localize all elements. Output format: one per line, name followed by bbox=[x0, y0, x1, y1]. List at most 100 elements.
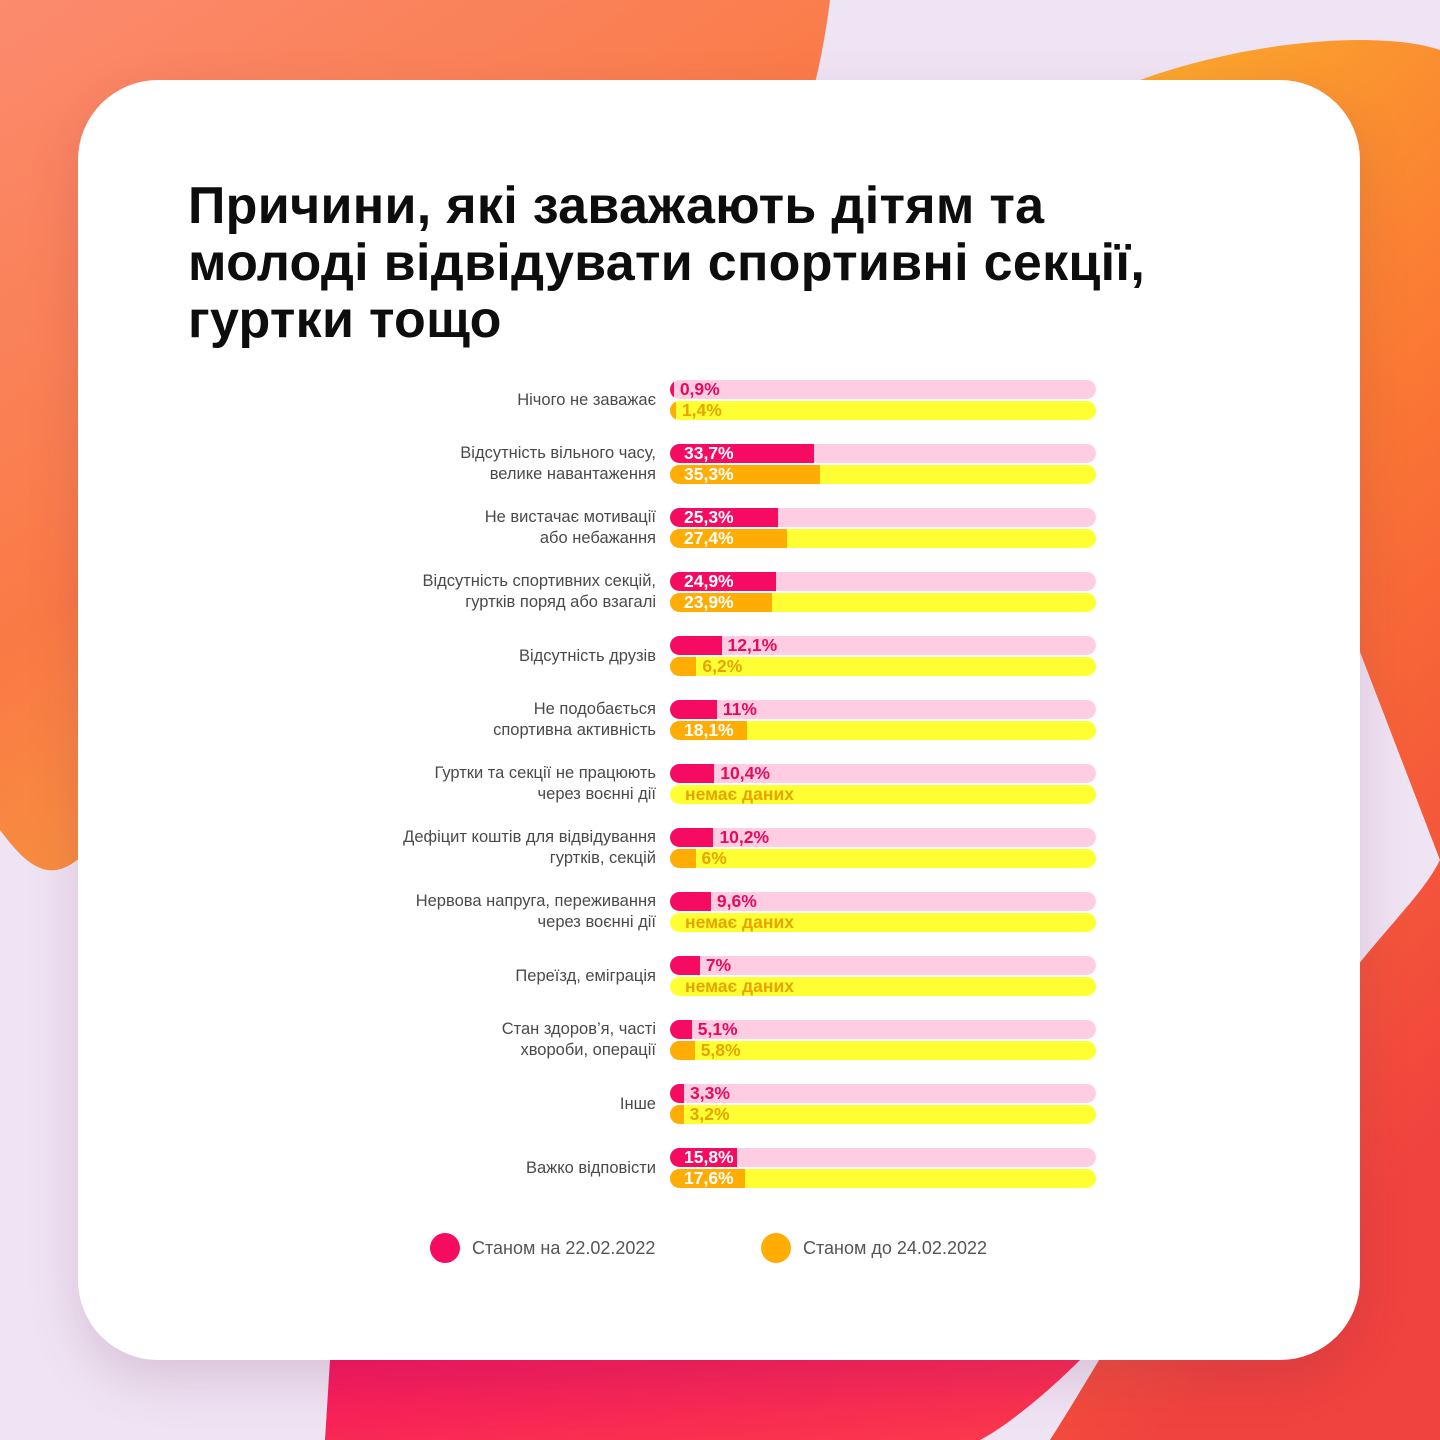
bar-series-1 bbox=[670, 444, 814, 463]
bar-track-series-1 bbox=[670, 892, 1096, 911]
chart-row: Гуртки та секції не працюють через воєнні… bbox=[0, 764, 1440, 804]
category-label: Нічого не заважає bbox=[236, 380, 656, 420]
bar-track-series-1 bbox=[670, 828, 1096, 847]
category-label-line: Нічого не заважає bbox=[517, 390, 656, 409]
bar-track-series-2 bbox=[670, 529, 1096, 548]
category-label: Інше bbox=[236, 1084, 656, 1124]
bar-track-series-1 bbox=[670, 764, 1096, 783]
bar-track-series-2 bbox=[670, 721, 1096, 740]
bar-series-2 bbox=[670, 657, 697, 676]
bar-series-1 bbox=[670, 1148, 738, 1167]
bar-track-series-2 bbox=[670, 849, 1096, 868]
data-label-series-1: 12,1% bbox=[727, 635, 778, 655]
legend-item-2: Станом до 24.02.2022 bbox=[761, 1232, 987, 1264]
data-label-series-1: 3,3% bbox=[690, 1083, 730, 1103]
bar-track-series-1 bbox=[670, 380, 1096, 399]
category-label: Не вистачає мотивації або небажання bbox=[236, 508, 656, 548]
data-label-series-2: 3,2% bbox=[689, 1104, 730, 1124]
bar-series-1 bbox=[670, 892, 711, 911]
category-label: Гуртки та секції не працюють через воєнні… bbox=[236, 764, 656, 804]
chart-title: Причини, які заважають дітям та молоді в… bbox=[188, 178, 1288, 349]
legend-item-1: Станом на 22.02.2022 bbox=[430, 1232, 655, 1264]
bar-track-series-1 bbox=[670, 636, 1096, 655]
chart-row: Відсутність друзів 12,1% 6,2% bbox=[0, 636, 1440, 676]
data-label-series-2: немає даних bbox=[685, 912, 794, 932]
data-label-series-2: 27,4% bbox=[684, 528, 734, 548]
data-label-series-2: 6% bbox=[701, 848, 727, 868]
chart-row: Переїзд, еміграція 7% немає даних bbox=[0, 956, 1440, 996]
bar-series-2 bbox=[670, 721, 748, 740]
data-label-series-2: 1,4% bbox=[681, 400, 722, 420]
chart-row: Відсутність спортивних секцій, гуртків по… bbox=[0, 572, 1440, 612]
bar-track-series-1 bbox=[670, 572, 1096, 591]
data-label-series-2: 6,2% bbox=[702, 656, 743, 676]
category-label-line: Стан здоров’я, часті bbox=[501, 1020, 656, 1038]
bar-track-series-2 bbox=[670, 977, 1096, 996]
chart-row: Дефіцит коштів для відвідування гуртків, … bbox=[0, 828, 1440, 868]
category-label-line: хвороби, операції bbox=[520, 1041, 656, 1059]
legend-label-1: Станом на 22.02.2022 bbox=[472, 1237, 656, 1258]
data-label-series-1: 0,9% bbox=[679, 379, 720, 399]
data-label-series-2: 23,9% bbox=[684, 592, 734, 612]
category-label-line: Відсутність спортивних секцій, bbox=[422, 572, 656, 590]
bar-series-1 bbox=[670, 508, 778, 527]
content-card bbox=[78, 80, 1360, 1360]
category-label-line: Гуртки та секції не працюють bbox=[434, 764, 656, 782]
bar-series-1 bbox=[670, 764, 715, 783]
category-label: Відсутність вільного часу, велике наванта… bbox=[236, 444, 656, 484]
bar-series-1 bbox=[670, 956, 700, 975]
category-label: Важко відповісти bbox=[236, 1148, 656, 1188]
data-label-series-1: 24,9% bbox=[684, 571, 734, 591]
chart-row: Відсутність вільного часу, велике наванта… bbox=[0, 444, 1440, 484]
data-label-series-1: 15,8% bbox=[684, 1147, 734, 1167]
data-label-series-2: 17,6% bbox=[684, 1168, 734, 1188]
bar-track-series-2 bbox=[670, 785, 1096, 804]
bar-series-2 bbox=[670, 465, 821, 484]
legend-label-2: Станом до 24.02.2022 bbox=[803, 1237, 987, 1258]
category-label: Не подобається спортивна активність bbox=[236, 700, 656, 740]
bar-series-1 bbox=[670, 700, 717, 719]
bar-track-series-2 bbox=[670, 657, 1096, 676]
chart-row: Не подобається спортивна активність 11% 18,… bbox=[0, 700, 1440, 740]
data-label-series-2: немає даних bbox=[685, 976, 794, 996]
category-label-line: велике навантаження bbox=[489, 465, 656, 483]
chart-row: Важко відповісти 15,8% 17,6% bbox=[0, 1148, 1440, 1188]
bar-series-2 bbox=[670, 1169, 745, 1188]
bar-series-1 bbox=[670, 1020, 692, 1039]
bar-series-1 bbox=[670, 1084, 685, 1103]
data-label-series-1: 7% bbox=[705, 955, 732, 975]
category-label-line: Важко відповісти bbox=[525, 1158, 656, 1177]
bar-track-series-1 bbox=[670, 956, 1096, 975]
category-label-line: гуртків поряд або взагалі bbox=[465, 593, 656, 611]
data-label-series-1: 10,4% bbox=[720, 763, 770, 783]
legend-swatch-1 bbox=[430, 1233, 460, 1263]
bar-series-1 bbox=[670, 828, 714, 847]
data-label-series-1: 5,1% bbox=[697, 1019, 738, 1039]
bar-track-series-1 bbox=[670, 1084, 1096, 1103]
title-line-3: гуртки тощо bbox=[188, 291, 502, 349]
chart-row: Нервова напруга, переживання через воєнні… bbox=[0, 892, 1440, 932]
bar-track-series-2 bbox=[670, 593, 1096, 612]
category-label: Відсутність друзів bbox=[236, 636, 656, 676]
bar-track-series-1 bbox=[670, 508, 1096, 527]
category-label-line: Інше bbox=[619, 1094, 656, 1113]
category-label: Нервова напруга, переживання через воєнні… bbox=[236, 892, 656, 932]
bar-track-series-1 bbox=[670, 444, 1096, 463]
bar-track-series-2 bbox=[670, 1041, 1096, 1060]
category-label-line: Не подобається bbox=[533, 700, 656, 718]
data-label-series-1: 33,7% bbox=[684, 443, 734, 463]
bar-series-2 bbox=[670, 1105, 684, 1124]
bar-track-series-2 bbox=[670, 1169, 1096, 1188]
data-label-series-2: 5,8% bbox=[700, 1040, 741, 1060]
bar-series-2 bbox=[670, 1041, 695, 1060]
category-label-line: Дефіцит коштів для відвідування bbox=[403, 828, 656, 846]
bar-series-1 bbox=[670, 380, 674, 399]
bar-track-series-2 bbox=[670, 1105, 1096, 1124]
data-label-series-1: 25,3% bbox=[684, 507, 734, 527]
category-label-line: Переїзд, еміграція bbox=[515, 966, 656, 985]
bar-track-series-1 bbox=[670, 1148, 1096, 1167]
bar-track-series-2 bbox=[670, 913, 1096, 932]
bar-track-series-2 bbox=[670, 465, 1096, 484]
category-label-line: або небажання bbox=[539, 529, 656, 547]
category-label: Дефіцит коштів для відвідування гуртків, … bbox=[236, 828, 656, 868]
